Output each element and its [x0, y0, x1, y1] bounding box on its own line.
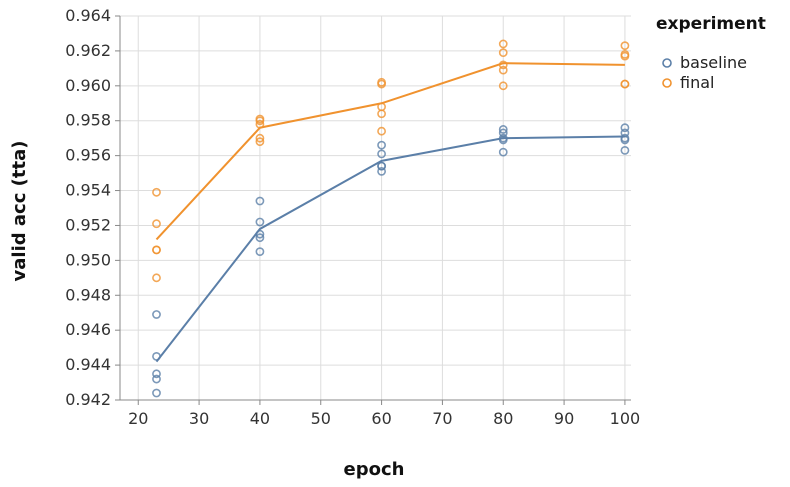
final-point — [152, 245, 161, 255]
x-tick-label: 30 — [189, 409, 209, 428]
baseline-point — [255, 247, 265, 257]
legend-symbol-baseline — [662, 58, 672, 68]
final-point — [498, 65, 508, 75]
y-tick-label: 0.944 — [65, 355, 111, 374]
baseline-point — [255, 196, 265, 206]
baseline-point — [255, 233, 265, 243]
final-point — [152, 219, 161, 229]
x-tick-label: 100 — [610, 409, 641, 428]
y-axis-title: valid acc (tta) — [9, 141, 30, 282]
baseline-point — [152, 374, 161, 384]
final-point — [255, 133, 265, 143]
final-point — [620, 41, 630, 51]
final-point — [152, 273, 161, 283]
legend-label-final: final — [680, 73, 714, 92]
final-point — [620, 79, 630, 89]
final-point — [498, 39, 508, 49]
baseline-point — [152, 310, 161, 319]
final-point — [377, 126, 386, 136]
baseline-point — [377, 166, 386, 176]
final-point — [620, 51, 630, 61]
baseline-point — [152, 369, 161, 379]
y-tick-label: 0.962 — [65, 41, 111, 60]
baseline-point — [377, 140, 386, 150]
baseline-point — [620, 145, 630, 155]
final-point — [498, 48, 508, 58]
y-tick-label: 0.952 — [65, 215, 111, 234]
y-tick-label: 0.948 — [65, 285, 111, 304]
x-tick-label: 80 — [493, 409, 513, 428]
final-point — [255, 116, 265, 126]
legend-title: experiment — [656, 14, 766, 34]
final-point — [152, 187, 161, 197]
x-tick-label: 50 — [311, 409, 331, 428]
x-tick-label: 90 — [554, 409, 574, 428]
baseline-point — [255, 217, 265, 227]
y-tick-label: 0.958 — [65, 111, 111, 130]
x-axis-title: epoch — [344, 459, 405, 480]
final-point — [377, 79, 386, 89]
baseline-point — [377, 161, 386, 171]
marks — [152, 39, 630, 398]
final-line — [155, 62, 625, 241]
baseline-point — [620, 123, 630, 133]
baseline-point — [498, 135, 508, 145]
y-tick-label: 0.942 — [65, 390, 111, 409]
x-tick-label: 70 — [432, 409, 452, 428]
baseline-point — [498, 147, 508, 157]
x-tick-label: 40 — [250, 409, 270, 428]
baseline-point — [152, 388, 161, 398]
x-tick-label: 20 — [128, 409, 148, 428]
final-point — [377, 109, 386, 119]
final-point — [498, 81, 508, 91]
legend-label-baseline: baseline — [680, 53, 747, 72]
y-tick-label: 0.960 — [65, 76, 111, 95]
grid — [120, 15, 631, 401]
y-tick-label: 0.956 — [65, 146, 111, 165]
y-tick-label: 0.954 — [65, 181, 111, 200]
y-tick-label: 0.946 — [65, 320, 111, 339]
y-tick-label: 0.950 — [65, 250, 111, 269]
baseline-point — [377, 149, 386, 159]
baseline-line — [155, 135, 625, 363]
baseline-point — [498, 125, 508, 134]
final-point — [255, 137, 265, 147]
axes: 20 30 40 50 60 70 80 90 100 0.942 0.944 0.946 0.948 0… — [65, 6, 640, 428]
y-tick-label: 0.964 — [65, 6, 111, 25]
x-tick-label: 60 — [371, 409, 391, 428]
legend-symbol-final — [662, 78, 672, 88]
